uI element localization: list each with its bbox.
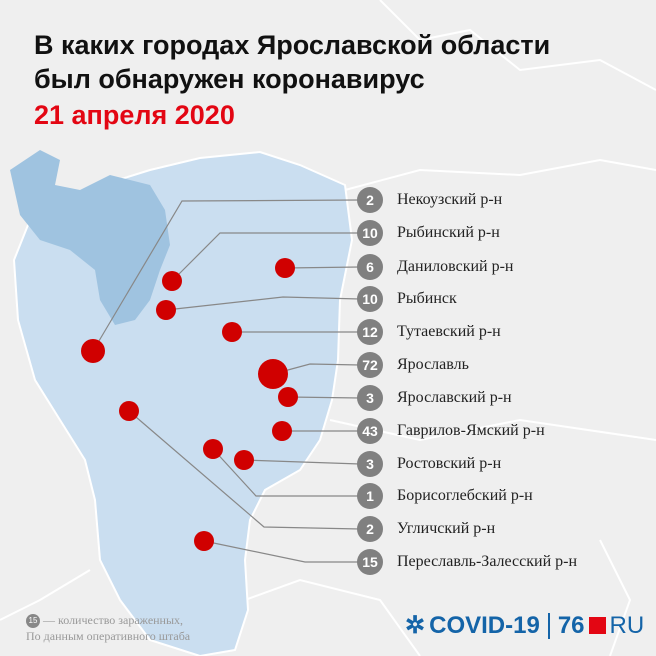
district-label: Ростовский р-н	[397, 455, 502, 472]
count-value: 3	[366, 390, 374, 406]
case-marker	[162, 271, 182, 291]
legend: 15 — количество зараженных, По данным оп…	[26, 613, 191, 644]
case-marker	[119, 401, 139, 421]
leader-lines	[92, 199, 361, 563]
leader-line	[171, 232, 360, 282]
district-label: Ярославль	[397, 356, 469, 373]
count-badge	[357, 516, 383, 542]
leader-line	[128, 410, 361, 530]
date-heading: 21 апреля 2020	[34, 100, 235, 130]
count-badge	[357, 319, 383, 345]
page-title: В каких городах Ярославской области был …	[34, 30, 551, 94]
count-badge	[357, 352, 383, 378]
case-marker	[194, 531, 214, 551]
leader-line	[212, 448, 360, 497]
count-badge	[357, 418, 383, 444]
district-label: Даниловский р-н	[397, 258, 514, 275]
case-marker	[156, 300, 176, 320]
district-label: Тутаевский р-н	[397, 323, 501, 340]
leader-line	[92, 199, 361, 352]
virus-icon: ✲	[405, 612, 426, 639]
count-badge	[357, 187, 383, 213]
case-marker	[81, 339, 105, 363]
count-badge	[357, 549, 383, 575]
count-value: 2	[366, 192, 374, 208]
leader-line	[203, 540, 360, 563]
district-label: Гаврилов-Ямский р-н	[397, 422, 545, 439]
leader-line	[243, 459, 361, 465]
count-value: 1	[366, 488, 374, 504]
count-value: 6	[366, 259, 374, 275]
count-value: 10	[362, 225, 378, 241]
count-badge	[357, 254, 383, 280]
count-value: 72	[362, 357, 378, 373]
case-marker	[222, 322, 242, 342]
leader-line	[284, 266, 361, 269]
legend-badge: 15	[26, 614, 40, 629]
case-markers	[81, 258, 298, 551]
count-value: 12	[362, 324, 378, 340]
count-badge	[357, 220, 383, 246]
district-label: Угличский р-н	[397, 520, 496, 537]
count-value: 3	[366, 456, 374, 472]
logo-divider	[547, 612, 550, 639]
logo-square-icon	[588, 617, 606, 634]
district-label: Рыбинск	[397, 290, 457, 307]
case-marker	[275, 258, 295, 278]
district-label: Рыбинский р-н	[397, 224, 500, 241]
leader-line	[287, 396, 361, 399]
count-value: 43	[362, 423, 378, 439]
district-label: Ярославский р-н	[397, 389, 512, 406]
case-marker	[258, 359, 288, 389]
case-marker	[272, 421, 292, 441]
district-label: Борисоглебский р-н	[397, 487, 533, 504]
count-value: 10	[362, 291, 378, 307]
district-label: Переславль-Залесский р-н	[397, 553, 578, 570]
count-value: 15	[362, 554, 378, 570]
case-marker	[278, 387, 298, 407]
count-badge	[357, 451, 383, 477]
case-marker	[234, 450, 254, 470]
leader-line	[165, 296, 361, 311]
covid-76ru-logo: ✲ COVID-19 76 RU	[405, 611, 645, 640]
count-badge	[357, 286, 383, 312]
case-marker	[203, 439, 223, 459]
count-value: 2	[366, 521, 374, 537]
count-badge	[357, 483, 383, 509]
rybinsk-reservoir	[10, 150, 170, 325]
count-badge	[357, 385, 383, 411]
district-label: Некоузский р-н	[397, 191, 503, 208]
